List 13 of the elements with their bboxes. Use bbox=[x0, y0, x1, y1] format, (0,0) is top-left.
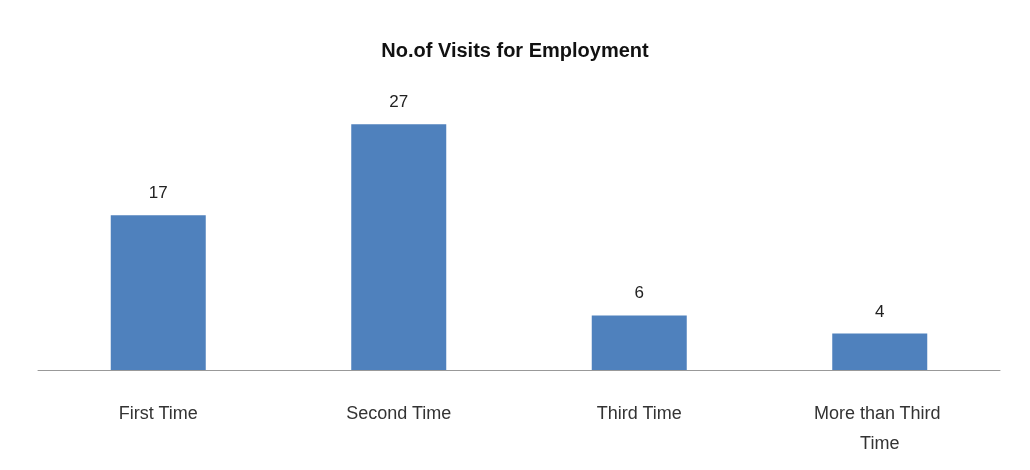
bar bbox=[832, 333, 928, 370]
x-tick-label: First Time bbox=[118, 403, 198, 423]
data-label: 27 bbox=[389, 92, 409, 112]
x-tick-label: More than Third Time bbox=[813, 403, 946, 453]
bar bbox=[591, 315, 687, 370]
data-label: 4 bbox=[875, 301, 885, 321]
data-label: 6 bbox=[634, 283, 644, 303]
x-tick-label: Second Time bbox=[346, 403, 452, 423]
x-tick-label: Third Time bbox=[596, 403, 682, 423]
chart-title: No.of Visits for Employment bbox=[381, 39, 650, 61]
data-label: 17 bbox=[148, 183, 168, 203]
bar bbox=[351, 124, 447, 370]
bar bbox=[110, 215, 206, 370]
